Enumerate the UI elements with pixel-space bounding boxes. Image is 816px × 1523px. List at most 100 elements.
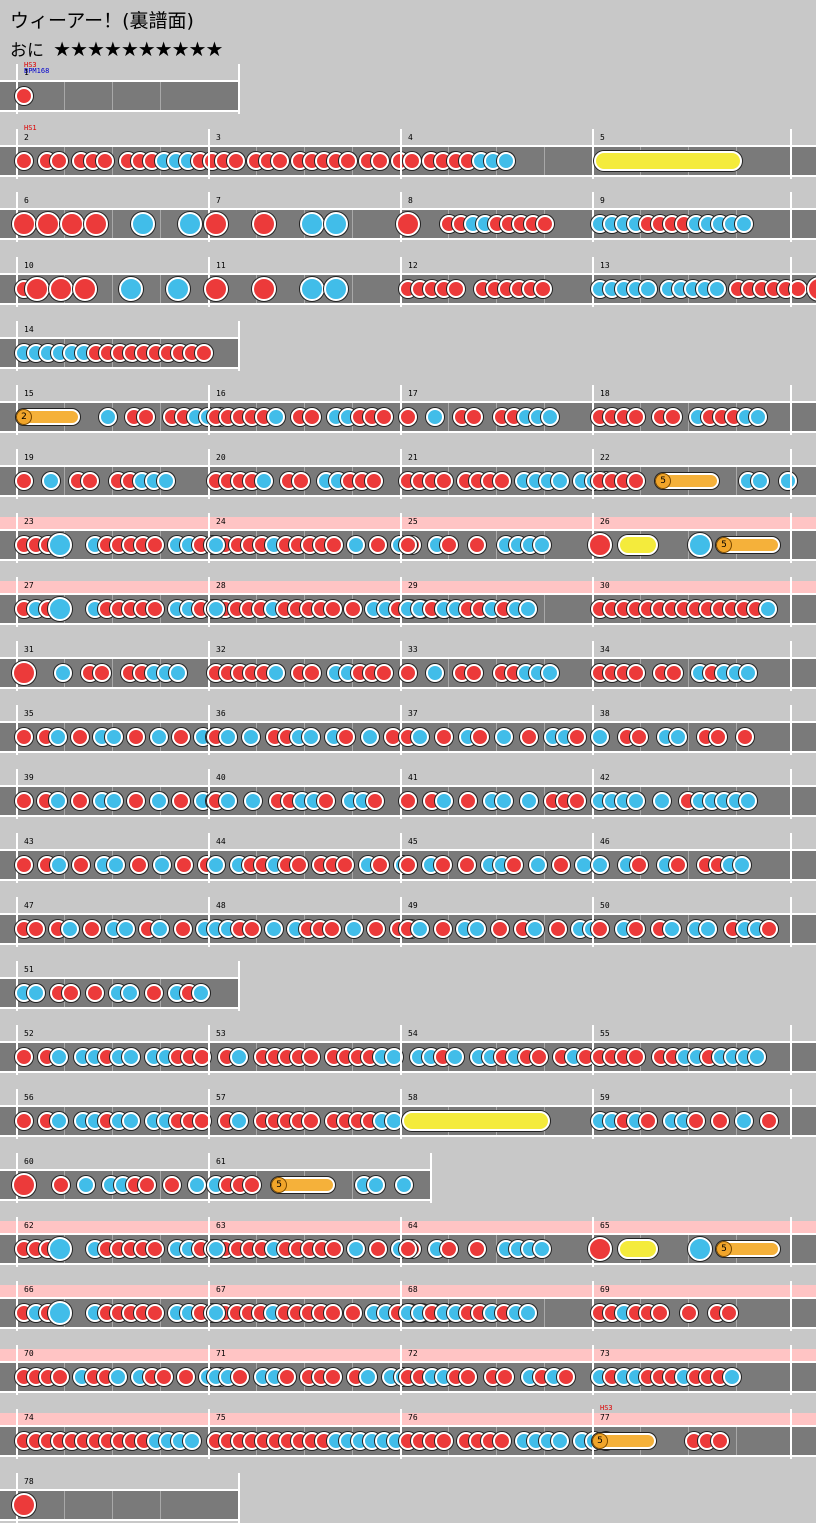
don-note <box>457 856 476 874</box>
measure-number: 42 <box>600 773 610 782</box>
don-note <box>231 1368 249 1386</box>
measure-number: 22 <box>600 453 610 462</box>
don-note <box>93 664 112 682</box>
measure-number: 14 <box>24 325 34 334</box>
ka-note <box>367 1176 386 1194</box>
ka-note <box>242 728 261 746</box>
don-note <box>535 215 554 233</box>
ka-note <box>49 856 68 874</box>
don-note <box>434 856 453 874</box>
don-note <box>534 280 553 298</box>
don-note <box>435 1432 453 1450</box>
bar-line <box>790 257 792 307</box>
measure-number: 66 <box>24 1285 34 1294</box>
don-note <box>369 536 388 554</box>
measure-number: 69 <box>600 1285 610 1294</box>
ka-note <box>121 1048 140 1066</box>
beat-line <box>160 210 161 238</box>
ka-note <box>739 792 757 810</box>
don-note <box>366 792 384 810</box>
big-ka-note <box>48 597 72 621</box>
beat-line <box>688 851 689 879</box>
don-note <box>127 792 146 810</box>
big-don-note <box>48 277 73 301</box>
bar-line <box>790 192 792 242</box>
don-note <box>433 920 452 938</box>
measure-number: 32 <box>216 645 226 654</box>
don-note <box>493 472 512 490</box>
beat-line <box>736 1427 737 1455</box>
don-note <box>493 1432 512 1450</box>
measure-number: 13 <box>600 261 610 270</box>
don-note <box>301 1048 320 1066</box>
song-title: ウィーアー！(裏譜面) <box>10 10 194 32</box>
don-note <box>226 152 245 170</box>
ka-note <box>732 856 751 874</box>
don-note <box>669 856 688 874</box>
don-note <box>338 152 357 170</box>
measure-number: 33 <box>408 645 418 654</box>
measure-number: 26 <box>600 517 610 526</box>
don-note <box>399 1240 417 1258</box>
don-note <box>344 600 363 618</box>
don-note <box>15 856 33 874</box>
don-note <box>459 1368 477 1386</box>
measure-number: 39 <box>24 773 34 782</box>
don-note <box>665 664 683 682</box>
measure-number: 41 <box>408 773 418 782</box>
measure-number: 19 <box>24 453 34 462</box>
measure-number: 34 <box>600 645 610 654</box>
don-note <box>83 920 102 938</box>
don-note <box>163 1176 181 1194</box>
measure-number: 7 <box>216 196 221 205</box>
don-note <box>15 792 33 810</box>
drumroll <box>594 151 742 171</box>
beat-line <box>160 403 161 431</box>
bar-line <box>790 833 792 883</box>
beat-line <box>64 82 65 110</box>
balloon-head-icon: 2 <box>16 409 32 425</box>
big-don-note <box>72 277 97 301</box>
measure-number: 25 <box>408 517 418 526</box>
hs-tag: HS1 <box>24 124 37 132</box>
measure-number: 65 <box>600 1221 610 1230</box>
don-note <box>735 728 754 746</box>
ka-note <box>426 664 445 682</box>
measure-number: 23 <box>24 517 34 526</box>
bar-line <box>208 129 210 179</box>
difficulty-label: おに <box>10 41 44 61</box>
don-note <box>145 536 164 554</box>
ka-note <box>591 728 609 746</box>
don-note <box>551 856 570 874</box>
ka-note <box>207 600 225 618</box>
don-note <box>71 728 90 746</box>
measure-number: 21 <box>408 453 418 462</box>
measure-number: 64 <box>408 1221 418 1230</box>
ka-note <box>99 408 117 426</box>
balloon-head-icon: 5 <box>716 1241 732 1257</box>
ka-note <box>495 792 514 810</box>
bar-line <box>790 577 792 627</box>
big-don-note <box>60 212 84 236</box>
ka-note <box>663 920 682 938</box>
hs-tag: HS3 <box>600 1404 613 1412</box>
ka-note <box>151 920 170 938</box>
bar-line <box>238 1473 240 1523</box>
big-don-note <box>84 212 108 236</box>
don-note <box>759 1112 778 1130</box>
don-note <box>292 472 310 490</box>
ka-note <box>149 728 168 746</box>
ka-note <box>267 664 285 682</box>
don-note <box>137 408 155 426</box>
measure-number: 20 <box>216 453 226 462</box>
don-note <box>173 920 192 938</box>
don-note <box>627 408 645 426</box>
measure-number: 10 <box>24 261 34 270</box>
bar-line <box>430 1153 432 1203</box>
ka-note <box>50 1112 69 1130</box>
don-note <box>459 792 478 810</box>
ka-note <box>230 1112 249 1130</box>
ka-note <box>121 1112 140 1130</box>
note-lane <box>0 529 816 561</box>
beat-line <box>112 1491 113 1519</box>
